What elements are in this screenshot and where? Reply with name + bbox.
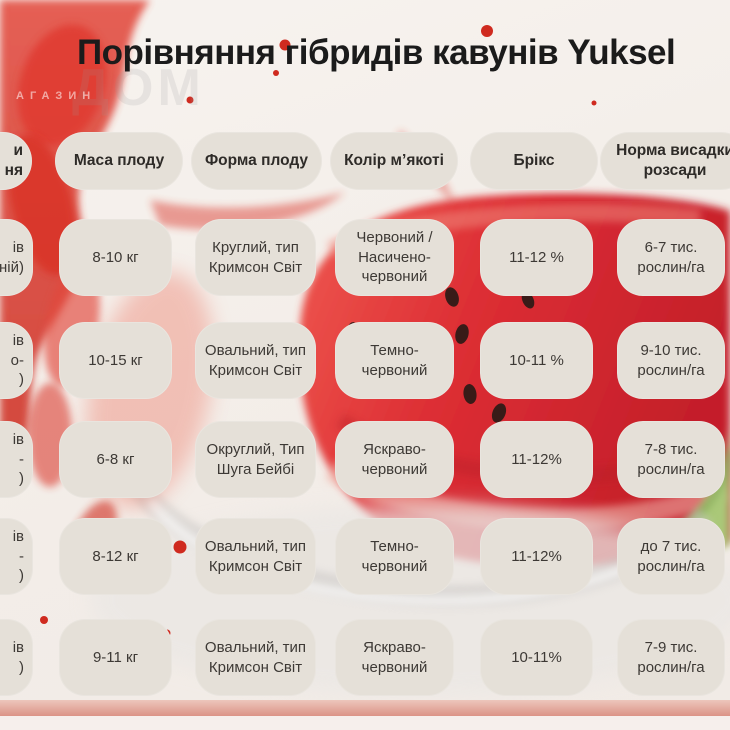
cell-brix: 11-12%: [480, 518, 593, 595]
header-mass: Маса плоду: [55, 132, 183, 190]
cell-brix: 11-12 %: [480, 219, 593, 296]
cell-mass: 6-8 кг: [59, 421, 172, 498]
cell-planting-rate: 7-9 тис. рослин/га: [617, 619, 725, 696]
page-title: Порівняння гібридів кавунів Yuksel: [77, 33, 676, 72]
cell-shape: Овальний, тип Кримсон Світ: [195, 518, 316, 595]
cell-flesh-color: Темно- червоний: [335, 322, 454, 399]
cell-brix: 10-11%: [480, 619, 593, 696]
cell-maturity-cutoff: ів ній): [0, 219, 33, 296]
cell-brix: 10-11 %: [480, 322, 593, 399]
cell-maturity-cutoff: ів - ): [0, 518, 33, 595]
cell-mass: 8-12 кг: [59, 518, 172, 595]
cell-flesh-color: Червоний / Насичено- червоний: [335, 219, 454, 296]
cell-shape: Овальний, тип Кримсон Світ: [195, 619, 316, 696]
cell-planting-rate: до 7 тис. рослин/га: [617, 518, 725, 595]
header-shape: Форма плоду: [191, 132, 322, 190]
cell-mass: 9-11 кг: [59, 619, 172, 696]
watermark-logo-small: АГАЗИН: [16, 90, 97, 102]
header-brix: Брікс: [470, 132, 598, 190]
cell-flesh-color: Яскраво- червоний: [335, 421, 454, 498]
cell-flesh-color: Яскраво- червоний: [335, 619, 454, 696]
watermark-logo-big: ДОМ: [72, 59, 205, 117]
cell-shape: Круглий, тип Кримсон Світ: [195, 219, 316, 296]
cell-shape: Округлий, Тип Шуга Бейбі: [195, 421, 316, 498]
bottom-band: [0, 700, 730, 718]
cell-planting-rate: 9-10 тис. рослин/га: [617, 322, 725, 399]
header-flesh-color: Колір м’якоті: [330, 132, 458, 190]
cell-mass: 8-10 кг: [59, 219, 172, 296]
cell-maturity-cutoff: ів о- ): [0, 322, 33, 399]
cell-maturity-cutoff: ів ): [0, 619, 33, 696]
cell-shape: Овальний, тип Кримсон Світ: [195, 322, 316, 399]
cell-flesh-color: Темно- червоний: [335, 518, 454, 595]
cell-planting-rate: 7-8 тис. рослин/га: [617, 421, 725, 498]
cell-planting-rate: 6-7 тис. рослин/га: [617, 219, 725, 296]
cell-mass: 10-15 кг: [59, 322, 172, 399]
header-planting-rate: Норма висадки розсади: [600, 132, 730, 190]
cell-brix: 11-12%: [480, 421, 593, 498]
cell-maturity-cutoff: ів - ): [0, 421, 33, 498]
